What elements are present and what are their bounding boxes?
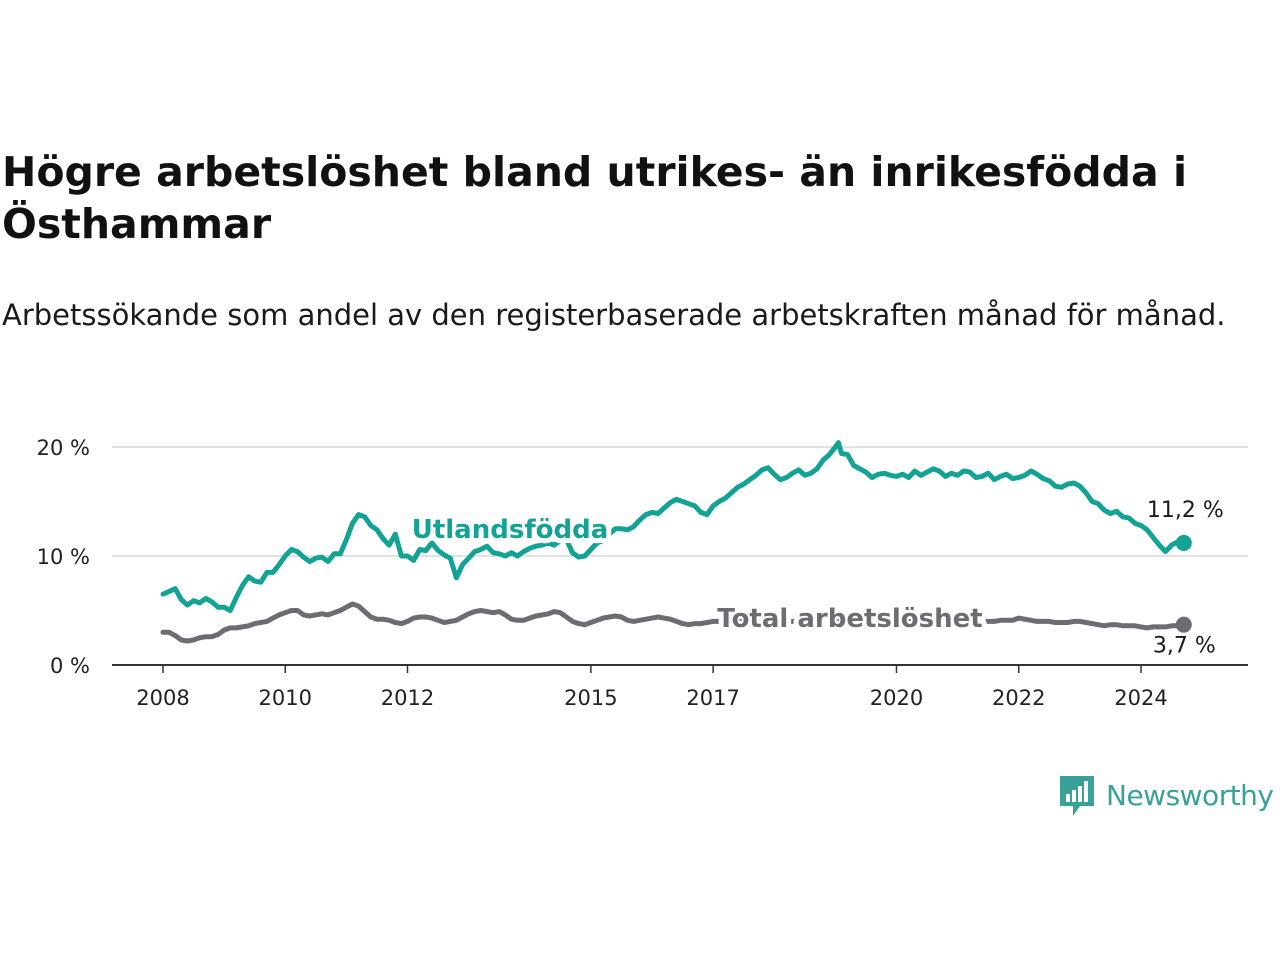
x-tick-label: 2012 xyxy=(381,686,434,710)
x-tick-label: 2024 xyxy=(1114,686,1167,710)
series-label: Utlandsfödda xyxy=(412,515,609,545)
series-end-marker xyxy=(1175,534,1192,551)
x-tick-label: 2010 xyxy=(259,686,312,710)
series-label: Total arbetslöshet xyxy=(717,604,982,634)
x-tick-label: 2022 xyxy=(992,686,1045,710)
chart-title: Högre arbetslöshet bland utrikes- än inr… xyxy=(2,148,1187,248)
series-end-marker xyxy=(1175,616,1192,633)
chart-subtitle: Arbetssökande som andel av den registerb… xyxy=(2,298,1226,332)
end-value-label: 11,2 % xyxy=(1147,498,1224,523)
newsworthy-logo: Newsworthy xyxy=(1058,772,1274,818)
series-labels: Utlandsfödda 11,2 % Total arbetslöshet 3,7 … xyxy=(407,495,1227,662)
x-tick-label: 2015 xyxy=(564,686,617,710)
y-tick-label: 0 % xyxy=(50,654,90,678)
series-line xyxy=(160,440,1187,613)
x-tick-label: 2020 xyxy=(870,686,923,710)
series-line xyxy=(160,601,1187,644)
newsworthy-logo-icon xyxy=(1060,776,1094,816)
axes: 0 % 10 % 20 % 2008 2010 2012 2015 2017 2020 2022 2… xyxy=(37,436,1248,710)
x-tick-label: 2017 xyxy=(686,686,739,710)
brand-name: Newsworthy xyxy=(1106,778,1274,812)
y-tick-label: 20 % xyxy=(37,436,90,460)
series-lines xyxy=(160,440,1192,644)
x-tick-label: 2008 xyxy=(136,686,189,710)
end-value-label: 3,7 % xyxy=(1153,634,1216,659)
y-tick-label: 10 % xyxy=(37,545,90,569)
